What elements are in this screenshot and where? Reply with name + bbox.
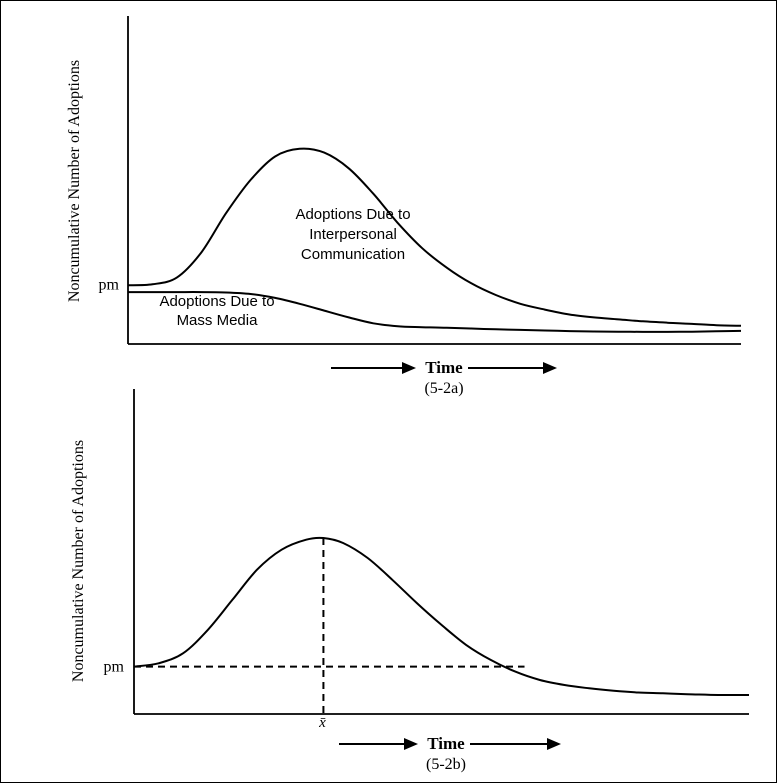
- panel-5-2a-annotation-0-line-1: Interpersonal: [309, 226, 397, 243]
- panel-5-2a-time-arrow-right-head: [543, 362, 557, 374]
- panel-5-2a-x-axis-label: Time: [425, 358, 463, 377]
- panel-5-2a-caption: (5-2a): [424, 380, 463, 397]
- panel-5-2a-pm-tick-label: pm: [99, 276, 120, 293]
- panel-5-2b-pm-tick-label: pm: [104, 659, 125, 676]
- panel-5-2a-y-axis-label: Noncumulative Number of Adoptions: [66, 60, 83, 302]
- panel-5-2a-series-total: [127, 147, 742, 327]
- panel-5-2a-annotation-0-line-2: Communication: [301, 246, 405, 263]
- panel-5-2a-annotation-1-line-1: Mass Media: [177, 312, 259, 329]
- panel-5-2a-annotation-0-line-0: Adoptions Due to: [295, 206, 410, 223]
- panel-5-2a-series-mass_media: [128, 291, 742, 333]
- panel-5-2b-caption: (5-2b): [426, 756, 466, 773]
- panel-5-2a-time-arrow-left-head: [402, 362, 416, 374]
- panel-5-2b-time-arrow-left-head: [404, 738, 418, 750]
- panel-5-2b-mean-label: x̄: [318, 715, 326, 731]
- panel-5-2b-x-axis-label: Time: [427, 734, 465, 753]
- panel-5-2b-time-arrow-right-head: [547, 738, 561, 750]
- panel-5-2b-series-total: [133, 536, 750, 697]
- panel-5-2b-y-axis-label: Noncumulative Number of Adoptions: [70, 440, 87, 682]
- panel-5-2a-annotation-1-line-0: Adoptions Due to: [159, 293, 274, 310]
